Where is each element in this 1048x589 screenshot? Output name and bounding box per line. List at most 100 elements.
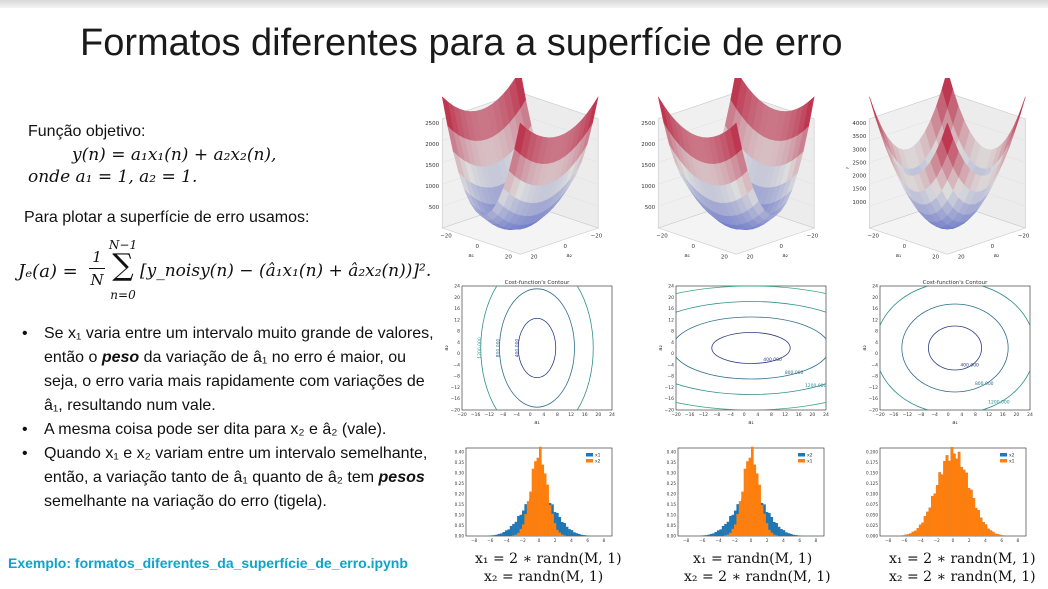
histogram-bar (974, 507, 978, 536)
x-tick-label: −4 (503, 538, 510, 543)
histogram-bar (585, 535, 588, 536)
histogram-bar (709, 533, 713, 536)
x-tick-label: 0 (947, 412, 950, 418)
y-tick-label: 16 (454, 306, 460, 312)
caption-x1: x₁ = 2 ∗ randn(M, 1) (889, 551, 1036, 567)
y-tick-label: 4 (457, 340, 460, 346)
x-tick-label: −8 (471, 538, 478, 543)
contour-level-label: 400.000 (960, 362, 979, 368)
x-tick-label: −8 (683, 538, 690, 543)
x-tick-label: 24 (823, 412, 829, 418)
x-tick-label: 6 (798, 538, 801, 543)
histogram-bar (553, 523, 557, 536)
surface-patch (730, 122, 743, 155)
y-tick-label: 0.30 (455, 471, 465, 476)
histogram-bar (560, 521, 564, 536)
histogram-bar (982, 522, 985, 536)
histogram-bar (716, 530, 720, 536)
histogram-bar (794, 535, 798, 536)
z-tick-label: 1000 (425, 184, 439, 190)
z-tick-label: 2500 (641, 121, 655, 127)
histogram-bar (517, 515, 520, 536)
contour-level-label: 400.000 (514, 339, 520, 358)
x-tick-label: 20 (809, 412, 815, 418)
x-tick-label: −4 (727, 412, 734, 418)
y-tick-label: 4 (875, 340, 878, 346)
y-tick-label: 20 (454, 295, 460, 301)
y-tick-label: 8 (875, 329, 878, 335)
histogram-bar (558, 532, 562, 536)
example-notebook-link[interactable]: Exemplo: formatos_diferentes_da_superfíc… (8, 555, 408, 571)
x-tick-label: 8 (974, 412, 977, 418)
y-tick-label: 12 (872, 317, 878, 323)
z-tick-label: 2000 (641, 142, 655, 148)
y-axis-label: a₂ (782, 253, 788, 259)
x-tick-label: −6 (699, 538, 706, 543)
y-tick-label: 16 (872, 306, 878, 312)
histogram-bar (551, 513, 554, 536)
histogram-bar (782, 530, 786, 536)
histogram-bar (724, 535, 727, 536)
caption-x2: x₂ = randn(M, 1) (484, 569, 604, 585)
histogram-bar (933, 493, 937, 536)
y-tick-label: 24 (454, 284, 460, 290)
x-tick-label: 8 (815, 538, 818, 543)
histogram-bar (563, 535, 566, 536)
x-tick-label: 0 (750, 538, 753, 543)
y-tick-label: 20 (872, 295, 878, 301)
legend-label: x1 (595, 453, 601, 459)
x-tick-label: 0 (903, 244, 907, 250)
z-axis-label: J (846, 167, 849, 170)
y-tick-label: 12 (668, 317, 674, 323)
y-tick-label: 0.05 (667, 523, 677, 528)
histogram-bar (931, 495, 934, 536)
histogram-bar (492, 535, 496, 536)
contour-level-label: 1200.000 (477, 337, 483, 359)
histogram-bar (950, 447, 954, 536)
y-tick-label: 0.00 (455, 534, 465, 539)
histogram-bar (497, 533, 501, 536)
y-tick-label: 0.40 (455, 450, 465, 455)
histogram-bar (517, 532, 520, 536)
histogram-bar (994, 533, 997, 536)
histogram-bar (926, 511, 929, 536)
histogram-bar (746, 461, 749, 536)
z-tick-label: 1000 (852, 200, 866, 206)
x-tick-label: 20 (932, 255, 939, 261)
plot-frame (879, 285, 1031, 411)
y-tick-label: 0.100 (866, 492, 878, 497)
x-tick-label: 0 (691, 244, 695, 250)
x-tick-label: −12 (903, 412, 913, 418)
histogram-bar (531, 468, 535, 536)
y-tick-label: −12 (665, 385, 675, 391)
histogram-x1-wide: 0.00 0.05 0.10 0.15 0.20 0.25 0.30 0.35 0.40 −8 −6… (455, 446, 613, 543)
histogram-bar (519, 514, 523, 536)
y-tick-label: 0.125 (866, 481, 878, 486)
x-tick-label: 20 (721, 255, 728, 261)
sum-symbol-icon: ∑ (112, 248, 134, 283)
z-tick-label: 3000 (852, 147, 866, 153)
x-tick-label: 20 (505, 255, 512, 261)
histogram-bar (760, 505, 764, 536)
y-tick-label: 0.15 (455, 502, 465, 507)
x-axis-label: a₁ (748, 420, 754, 426)
histogram-bar (1001, 535, 1005, 536)
histogram-bar (536, 457, 540, 536)
y-tick-label: 0.15 (667, 502, 677, 507)
histogram-bar (921, 522, 924, 536)
histogram-bar (904, 534, 907, 536)
histogram-bar (953, 453, 956, 536)
histogram-bar (770, 517, 774, 536)
y-tick-label: −8 (871, 374, 878, 380)
x-tick-label: 2 (968, 538, 971, 543)
x-tick-label: −8 (714, 412, 721, 418)
bullet-text: da variação de â₁ no erro é maior, ou se… (44, 349, 425, 414)
top-bar (0, 0, 1048, 8)
y-tick-label: 0 (457, 351, 460, 357)
x-tick-label: 4 (984, 538, 987, 543)
histogram-bar (521, 510, 525, 536)
y-tick-label: 8 (457, 329, 460, 335)
